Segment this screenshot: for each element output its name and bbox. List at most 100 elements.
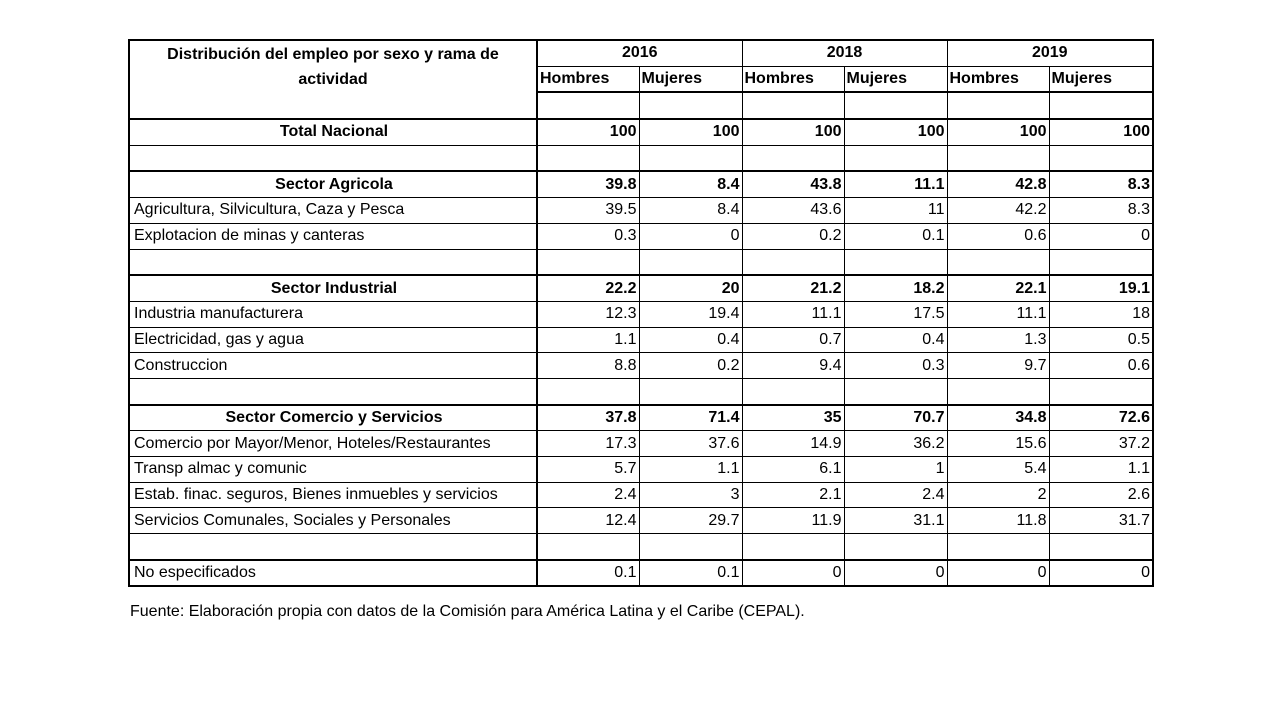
value-cell: 12.4 (536, 507, 639, 535)
blank-cell (638, 145, 742, 173)
value-cell: 19.1 (1048, 275, 1153, 302)
value-cell: 20 (638, 275, 742, 302)
value-cell: 5.4 (946, 456, 1049, 483)
value-cell: 34.8 (946, 404, 1049, 432)
blank-cell (638, 378, 742, 406)
value-cell: 0.6 (1048, 352, 1153, 379)
blank-cell (741, 533, 844, 561)
source-note: Fuente: Elaboración propia con datos de … (130, 603, 805, 620)
value-cell: 37.8 (536, 404, 639, 432)
value-cell: 39.5 (536, 197, 639, 224)
sex-header-hombres: Hombres (741, 66, 844, 94)
blank-cell (843, 533, 947, 561)
table-row: No especificados 0.1 0.1 0 0 0 0 (128, 559, 1153, 587)
value-cell: 42.8 (946, 171, 1049, 199)
value-cell: 0 (1048, 559, 1153, 587)
blank-row (128, 249, 1153, 277)
value-cell: 17.3 (536, 430, 639, 457)
value-cell: 2.1 (741, 482, 844, 509)
table-row: Construccion 8.8 0.2 9.4 0.3 9.7 0.6 (128, 352, 1153, 379)
blank-cell (843, 145, 947, 173)
blank-cell (1048, 378, 1153, 406)
blank-cell (946, 533, 1049, 561)
table-row: Agricultura, Silvicultura, Caza y Pesca 3… (128, 197, 1153, 224)
value-cell: 0.2 (741, 223, 844, 250)
value-cell: 0 (638, 223, 742, 250)
value-cell: 18 (1048, 301, 1153, 328)
year-header-2018: 2018 (741, 40, 947, 67)
table-row: Explotacion de minas y canteras 0.3 0 0.2 0.… (128, 223, 1153, 250)
blank-row (128, 378, 1153, 406)
value-cell: 1.3 (946, 327, 1049, 354)
value-cell: 39.8 (536, 171, 639, 199)
blank-cell (741, 378, 844, 406)
blank-cell (128, 145, 538, 173)
blank-cell (536, 378, 639, 406)
value-cell: 0.3 (843, 352, 947, 379)
value-cell: 72.6 (1048, 404, 1153, 432)
table-row: Industria manufacturera 12.3 19.4 11.1 17.5 1… (128, 301, 1153, 328)
value-cell: 3 (638, 482, 742, 509)
row-label: No especificados (128, 559, 538, 587)
blank-cell (741, 145, 844, 173)
value-cell: 31.1 (843, 507, 947, 535)
value-cell: 0.4 (638, 327, 742, 354)
value-cell: 1.1 (536, 327, 639, 354)
blank-cell (1048, 533, 1153, 561)
value-cell: 1.1 (638, 456, 742, 483)
row-label: Estab. finac. seguros, Bienes inmuebles … (128, 482, 538, 509)
row-label: Construccion (128, 352, 538, 379)
value-cell: 15.6 (946, 430, 1049, 457)
table-row: Comercio por Mayor/Menor, Hoteles/Restau… (128, 430, 1153, 457)
value-cell: 0.5 (1048, 327, 1153, 354)
blank-row (128, 92, 1153, 121)
table-title-cell: Distribución del empleo por sexo y rama … (128, 40, 538, 93)
blank-cell (946, 378, 1049, 406)
blank-cell (946, 92, 1049, 121)
blank-cell (741, 92, 844, 121)
value-cell: 71.4 (638, 404, 742, 432)
table-row: Electricidad, gas y agua 1.1 0.4 0.7 0.4 1.3 0… (128, 327, 1153, 354)
value-cell: 8.4 (638, 197, 742, 224)
value-cell: 1 (843, 456, 947, 483)
sex-header-mujeres: Mujeres (1048, 66, 1153, 94)
table-row: Total Nacional 100 100 100 100 100 100 (128, 119, 1153, 146)
value-cell: 37.2 (1048, 430, 1153, 457)
value-cell: 37.6 (638, 430, 742, 457)
value-cell: 2.6 (1048, 482, 1153, 509)
value-cell: 100 (1048, 119, 1153, 146)
blank-cell (128, 378, 538, 406)
value-cell: 0.4 (843, 327, 947, 354)
value-cell: 8.8 (536, 352, 639, 379)
sex-header-mujeres: Mujeres (843, 66, 947, 94)
value-cell: 36.2 (843, 430, 947, 457)
value-cell: 8.4 (638, 171, 742, 199)
value-cell: 11.8 (946, 507, 1049, 535)
value-cell: 100 (536, 119, 639, 146)
value-cell: 11 (843, 197, 947, 224)
year-header-2019: 2019 (946, 40, 1153, 67)
row-label: Explotacion de minas y canteras (128, 223, 538, 250)
value-cell: 11.1 (946, 301, 1049, 328)
value-cell: 43.8 (741, 171, 844, 199)
blank-row (128, 533, 1153, 561)
value-cell: 5.7 (536, 456, 639, 483)
row-label: Electricidad, gas y agua (128, 327, 538, 354)
value-cell: 6.1 (741, 456, 844, 483)
value-cell: 11.1 (741, 301, 844, 328)
sex-header-mujeres: Mujeres (638, 66, 742, 94)
value-cell: 0 (843, 559, 947, 587)
table-row: Transp almac y comunic 5.7 1.1 6.1 1 5.4 1.1 (128, 456, 1153, 483)
table-body: Total Nacional 100 100 100 100 100 100 Sector A… (128, 92, 1153, 587)
blank-cell (536, 533, 639, 561)
value-cell: 35 (741, 404, 844, 432)
blank-cell (128, 92, 538, 121)
value-cell: 14.9 (741, 430, 844, 457)
value-cell: 43.6 (741, 197, 844, 224)
value-cell: 0.1 (843, 223, 947, 250)
blank-cell (1048, 145, 1153, 173)
value-cell: 9.4 (741, 352, 844, 379)
table-row: Sector Comercio y Servicios 37.8 71.4 35 70.… (128, 404, 1153, 432)
table-row: Servicios Comunales, Sociales y Personal… (128, 507, 1153, 535)
blank-cell (536, 145, 639, 173)
